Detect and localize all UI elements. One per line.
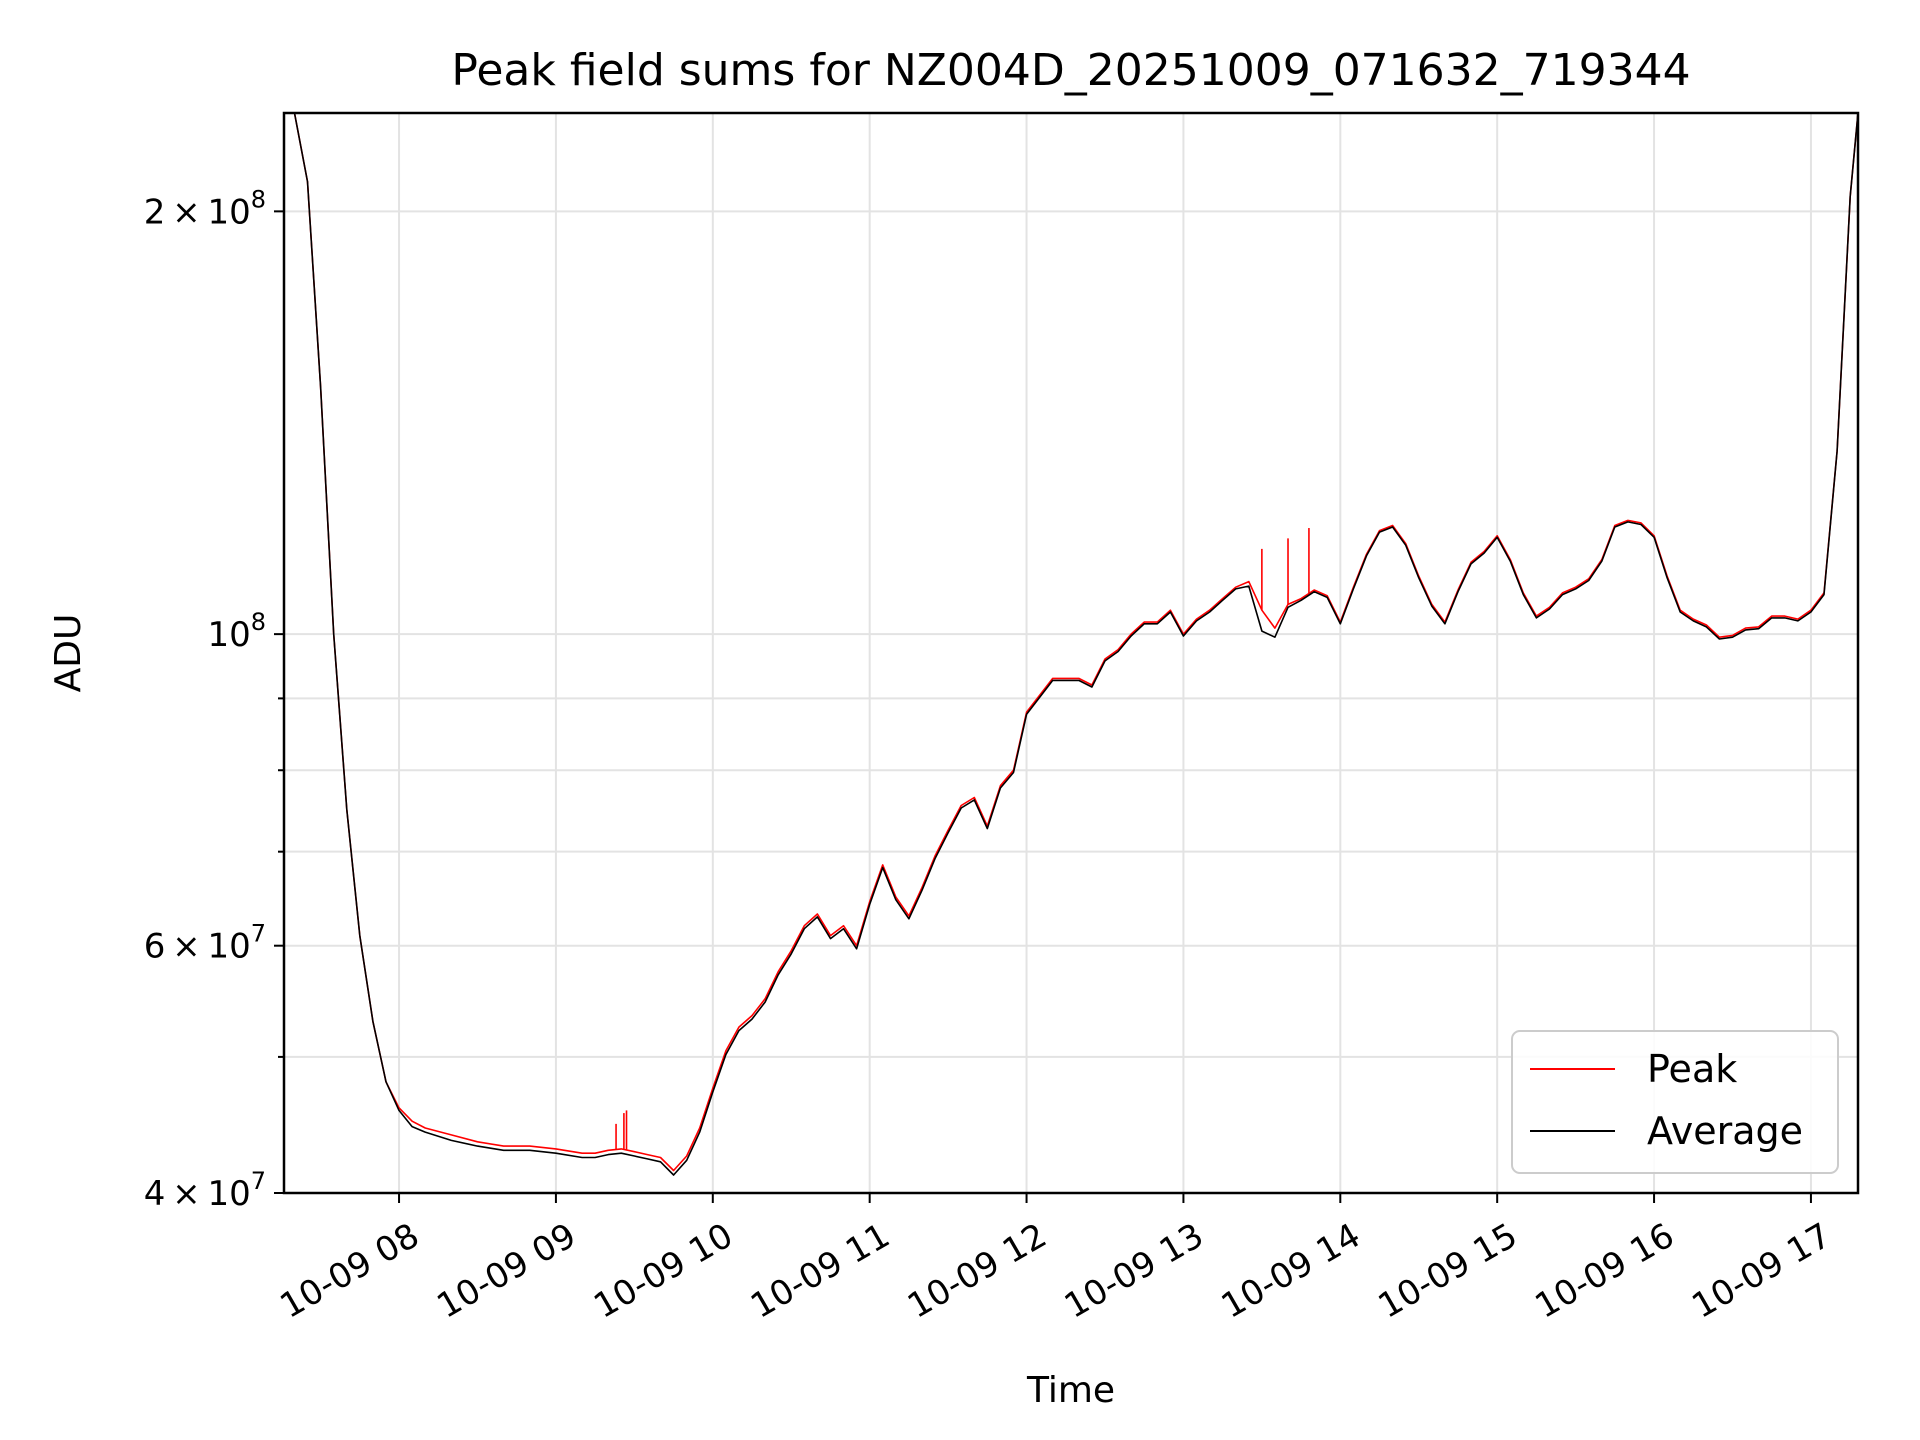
x-axis: 10-09 08 10-09 09 10-09 10 10-09 11 10-09 12… <box>274 1193 1838 1327</box>
x-tick-label: 10-09 08 <box>274 1216 426 1327</box>
y-tick-label: 2 × 108 <box>144 185 266 232</box>
x-tick-label: 10-09 15 <box>1372 1216 1524 1327</box>
legend: Peak Average <box>1511 1030 1839 1174</box>
x-tick-label: 10-09 11 <box>744 1216 896 1327</box>
x-tick-label: 10-09 12 <box>901 1216 1053 1327</box>
series-line-peak <box>284 112 1859 1172</box>
x-axis-label: Time <box>1026 1370 1115 1411</box>
series-line-average <box>284 112 1859 1176</box>
legend-box <box>1511 1030 1839 1174</box>
x-tick-label: 10-09 10 <box>587 1216 739 1327</box>
x-tick-label: 10-09 14 <box>1215 1216 1367 1327</box>
x-tick-label: 10-09 09 <box>430 1216 582 1327</box>
y-axis: 4 × 107 6 × 107 108 2 × 108 <box>144 185 284 1214</box>
legend-label-peak: Peak <box>1647 1047 1737 1091</box>
y-tick-label: 4 × 107 <box>144 1167 266 1214</box>
y-tick-label: 6 × 107 <box>144 920 266 967</box>
x-tick-label: 10-09 16 <box>1529 1216 1681 1327</box>
y-axis-label: ADU <box>48 614 89 693</box>
legend-label-average: Average <box>1647 1109 1803 1153</box>
x-tick-label: 10-09 13 <box>1058 1216 1210 1327</box>
series-layer <box>284 112 1859 1176</box>
x-tick-label: 10-09 17 <box>1685 1216 1837 1327</box>
chart-title: Peak field sums for NZ004D_20251009_0716… <box>451 45 1690 96</box>
plot-frame <box>282 111 1860 1195</box>
y-tick-label: 108 <box>207 608 266 655</box>
